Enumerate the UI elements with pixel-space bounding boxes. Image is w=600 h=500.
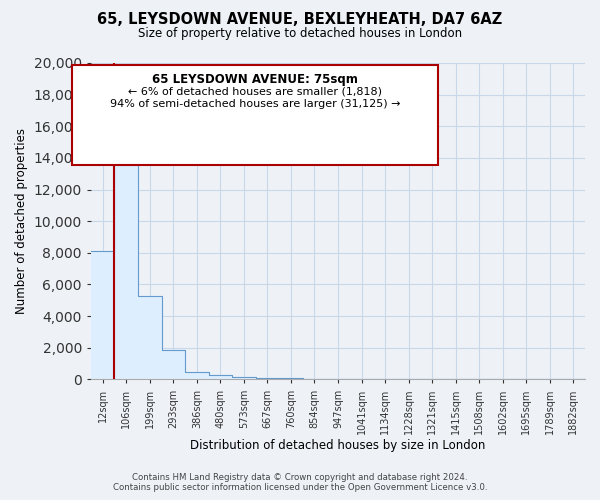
Text: Size of property relative to detached houses in London: Size of property relative to detached ho… bbox=[138, 28, 462, 40]
Text: Contains HM Land Registry data © Crown copyright and database right 2024.
Contai: Contains HM Land Registry data © Crown c… bbox=[113, 473, 487, 492]
Text: 65 LEYSDOWN AVENUE: 75sqm: 65 LEYSDOWN AVENUE: 75sqm bbox=[152, 72, 358, 86]
Text: 65, LEYSDOWN AVENUE, BEXLEYHEATH, DA7 6AZ: 65, LEYSDOWN AVENUE, BEXLEYHEATH, DA7 6A… bbox=[97, 12, 503, 28]
Text: 94% of semi-detached houses are larger (31,125) →: 94% of semi-detached houses are larger (… bbox=[110, 99, 400, 109]
X-axis label: Distribution of detached houses by size in London: Distribution of detached houses by size … bbox=[190, 440, 485, 452]
Text: ← 6% of detached houses are smaller (1,818): ← 6% of detached houses are smaller (1,8… bbox=[128, 86, 382, 97]
Y-axis label: Number of detached properties: Number of detached properties bbox=[15, 128, 28, 314]
